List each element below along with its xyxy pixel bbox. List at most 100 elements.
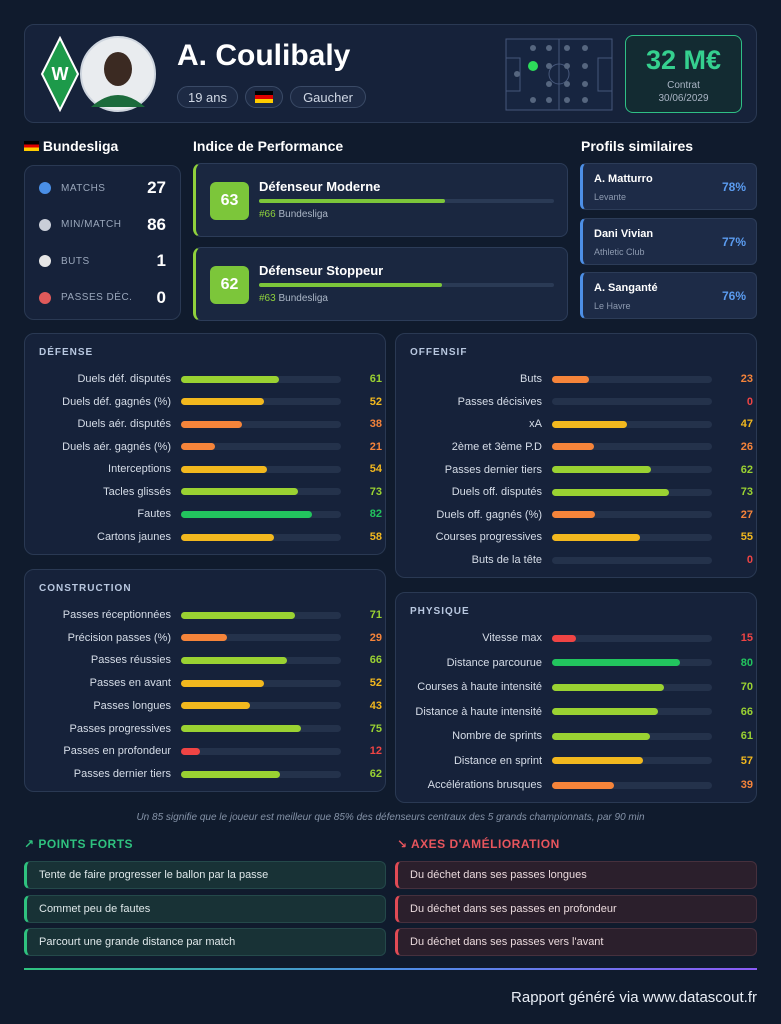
similar-club: Levante xyxy=(594,192,627,202)
metric-row: Duels déf. disputés 61 xyxy=(39,368,382,390)
metric-value: 15 xyxy=(740,632,753,644)
stat-section: CONSTRUCTION Passes réceptionnées 71 Précis… xyxy=(24,569,386,792)
metric-value: 80 xyxy=(740,656,753,669)
improvement-item: Du déchet dans ses passes longues xyxy=(395,861,757,889)
metric-bar xyxy=(181,488,298,496)
metric-value: 0 xyxy=(746,395,753,408)
metric-row: Passes réceptionnées 71 xyxy=(39,604,382,626)
metric-label: Passes décisives xyxy=(457,395,542,408)
metric-label: Passes réceptionnées xyxy=(62,609,171,621)
metric-row: Courses progressives 55 xyxy=(410,526,753,548)
rank-league: Bundesliga xyxy=(278,209,328,220)
metric-row: 2ème et 3ème P.D 26 xyxy=(410,436,753,458)
metric-label: Courses progressives xyxy=(435,531,542,544)
league-heading: Bundesliga xyxy=(24,138,118,154)
metric-bar xyxy=(181,420,242,428)
metric-track xyxy=(552,659,712,666)
metric-track xyxy=(552,511,712,519)
metric-track xyxy=(181,747,341,755)
performance-card: 63 Défenseur Moderne #66 Bundesliga xyxy=(193,163,568,237)
metric-track xyxy=(552,683,712,691)
metric-label: Distance parcourue xyxy=(446,656,542,669)
metric-bar xyxy=(552,466,652,473)
metric-track xyxy=(552,443,712,451)
metric-label: Distance à haute intensité xyxy=(415,705,542,718)
metric-track xyxy=(552,732,712,740)
metric-label: Passes en avant xyxy=(89,677,171,690)
stat-icon xyxy=(39,182,51,194)
metric-row: Passes dernier tiers 62 xyxy=(410,459,753,481)
metric-row: Précision passes (%) 29 xyxy=(39,627,382,649)
metric-bar xyxy=(181,443,215,451)
metric-row: Buts 23 xyxy=(410,368,753,390)
metric-label: Buts xyxy=(519,373,542,385)
nationality-pill xyxy=(245,86,283,108)
metric-bar xyxy=(181,533,274,541)
metric-value: 57 xyxy=(740,754,753,767)
stat-value: 0 xyxy=(156,287,166,307)
rank-line: #66 Bundesliga xyxy=(259,209,328,220)
metric-track xyxy=(181,725,341,733)
metric-row: Passes progressives 75 xyxy=(39,718,383,740)
metric-bar xyxy=(552,511,596,519)
stat-value: 27 xyxy=(147,178,166,197)
metric-label: Duels aér. gagnés (%) xyxy=(62,440,171,453)
metric-value: 58 xyxy=(369,531,382,543)
similar-club: Le Havre xyxy=(594,301,631,311)
score-bar xyxy=(259,283,442,287)
metric-label: Interceptions xyxy=(108,463,171,476)
metric-track xyxy=(181,375,341,383)
improvement-item: Du déchet dans ses passes en profondeur xyxy=(395,894,757,923)
metric-value: 61 xyxy=(740,730,753,742)
stat-row: MIN/MATCH 86 xyxy=(39,214,166,236)
contract-end: 30/06/2029 xyxy=(658,93,709,104)
stat-icon xyxy=(39,218,51,231)
player-name: A. Coulibaly xyxy=(177,39,351,72)
metric-row: Duels aér. disputés 38 xyxy=(39,413,382,435)
similar-card: A. Matturro Levante 78% xyxy=(580,163,757,210)
metric-track xyxy=(552,708,712,715)
metric-bar xyxy=(552,708,658,715)
metric-bar xyxy=(181,770,281,778)
metric-row: Vitesse max 15 xyxy=(410,627,753,649)
stat-section: PHYSIQUE Vitesse max 15 Distance parcourue 8… xyxy=(395,592,757,803)
score-track xyxy=(259,283,554,287)
metric-track xyxy=(181,611,341,619)
similar-title: Profils similaires xyxy=(581,138,694,154)
metric-bar xyxy=(552,757,644,764)
metric-value: 26 xyxy=(740,440,753,453)
flag xyxy=(255,91,273,103)
metric-value: 39 xyxy=(740,779,753,791)
metric-label: Fautes xyxy=(137,508,171,521)
stat-section: OFFENSIF Buts 23 Passes décisives 0 xA 47 2ème … xyxy=(395,333,757,578)
league-name: Bundesliga xyxy=(42,138,119,154)
metric-value: 0 xyxy=(746,554,753,566)
metric-bar xyxy=(181,398,265,406)
metric-value: 27 xyxy=(740,508,753,521)
metric-bar xyxy=(552,488,669,496)
similar-card: Dani Vivian Athletic Club 77% xyxy=(580,217,757,265)
metric-bar xyxy=(552,732,650,740)
metric-bar xyxy=(181,465,268,473)
club-crest: W xyxy=(40,36,80,112)
metric-label: Distance en sprint xyxy=(453,754,542,767)
metric-row: Passes en avant 52 xyxy=(39,672,382,694)
metric-label: Courses à haute intensité xyxy=(417,681,542,693)
similar-name: A. Sanganté xyxy=(594,282,658,294)
metric-value: 43 xyxy=(369,699,382,712)
metric-value: 47 xyxy=(740,418,753,431)
metric-row: Duels déf. gagnés (%) 52 xyxy=(39,391,382,413)
metric-track xyxy=(181,488,341,496)
stat-icon xyxy=(39,255,51,267)
metric-bar xyxy=(181,375,279,383)
metric-value: 73 xyxy=(740,486,753,499)
metric-label: Passes dernier tiers xyxy=(444,463,542,476)
rank-line: #63 Bundesliga xyxy=(259,293,328,304)
metric-track xyxy=(181,510,341,518)
metric-track xyxy=(552,533,712,541)
strength-item: Parcourt une grande distance par match xyxy=(24,928,386,956)
metric-row: Accélérations brusques 39 xyxy=(410,774,753,796)
metric-row: Tacles glissés 73 xyxy=(39,481,382,503)
flag xyxy=(24,141,39,151)
